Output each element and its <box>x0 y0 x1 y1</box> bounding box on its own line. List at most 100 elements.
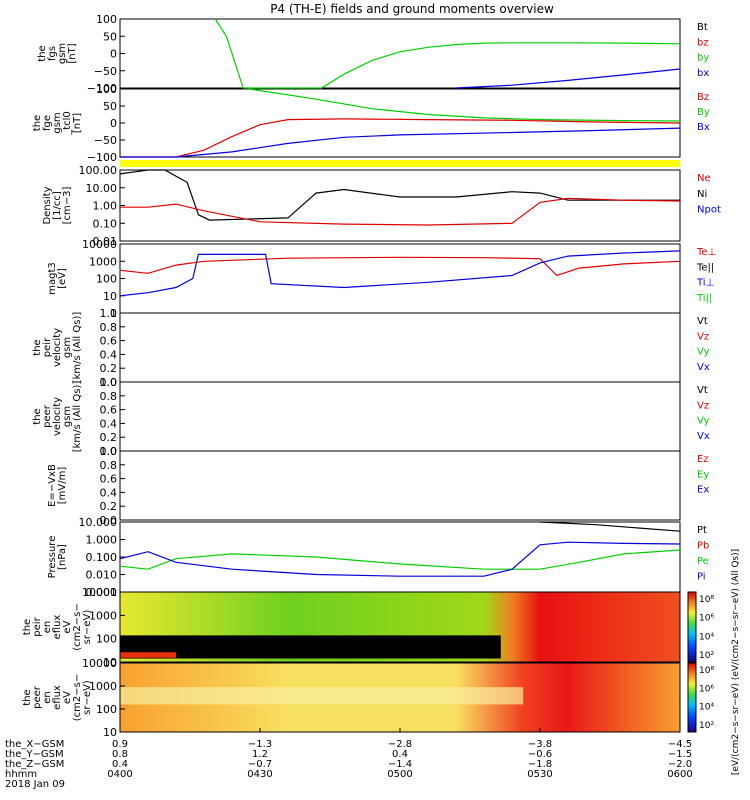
peer_spec-ylabel-line: the <box>22 689 33 705</box>
x-1-value: −1.5 <box>668 749 692 760</box>
temp-ytick-label: 1 <box>110 307 117 320</box>
peir-ytick-label: 0.0 <box>100 376 118 389</box>
quality-flag-bar <box>120 160 680 167</box>
density-ylabel-line: Density <box>42 186 53 224</box>
peer-ylabel-line: [km/s (All Qs)] <box>72 381 83 453</box>
peir_spec-ylabel-line: peir <box>32 616 43 636</box>
peir-ylabel-line: velocity <box>52 328 63 367</box>
peir-ytick-label: 0.2 <box>100 362 118 375</box>
x-1-value: 0.4 <box>392 749 408 760</box>
fgs-ytick-label: −100 <box>87 82 117 95</box>
x-date-label: 2018 Jan 09 <box>5 779 65 790</box>
series-pressure-Pt <box>539 521 681 532</box>
peir-ylabel-line: gsm <box>62 337 73 358</box>
x-0-value: 0.9 <box>112 739 128 750</box>
peir-ytick-label: 0.6 <box>100 335 118 348</box>
peir-ytick-label: 0.4 <box>100 348 118 361</box>
x-3-value: 0530 <box>527 769 552 780</box>
peer-ytick-label: 0.0 <box>100 445 118 458</box>
temp-legend-Ti||: Ti|| <box>696 293 712 304</box>
peer_spec-ylabel-line: en <box>42 691 53 704</box>
density-ytick-label: 100.00 <box>79 164 118 177</box>
efield-panel-frame <box>119 450 681 521</box>
peer-ytick-label: 1.0 <box>100 376 118 389</box>
peer-ylabel-line: velocity <box>52 397 63 436</box>
series-fgs-bx <box>455 68 681 89</box>
peer-legend-Vt: Vt <box>697 385 708 396</box>
peir_spec-ytick-label: 10000 <box>82 586 117 599</box>
peer-ytick-label: 0.4 <box>100 417 118 430</box>
series-pressure-Pe <box>119 549 681 570</box>
fgs-legend-Bt: Bt <box>697 22 708 33</box>
peir-panel-frame <box>119 312 681 383</box>
pressure-legend-Pb: Pb <box>697 541 709 552</box>
x-0-value: −4.5 <box>668 739 692 750</box>
peir_spec-ylabel-line: eV <box>62 620 73 633</box>
peir_spec-ytick-label: 100 <box>96 633 117 646</box>
peir-ytick-label: 0.8 <box>100 321 118 334</box>
efield-legend-Ex: Ex <box>697 485 709 496</box>
peer-ytick-label: 0.6 <box>100 404 118 417</box>
peer-legend-Vz: Vz <box>697 400 709 411</box>
peir-legend-Vx: Vx <box>697 362 710 373</box>
peer-ylabel-line: the <box>32 408 43 424</box>
series-pressure-Pi <box>119 541 681 577</box>
pressure-panel-frame <box>119 521 681 593</box>
pressure-ylabel-line: Pressure <box>47 536 58 579</box>
colorbar-tick: 10⁶ <box>699 684 714 694</box>
fgs-ylabel-line: [nT] <box>67 43 78 63</box>
efield-ylabel-line: [mV/m] <box>57 467 68 505</box>
fgs-ytick-label: 100 <box>96 13 117 26</box>
fgs-ylabel-line: gsm <box>57 43 68 64</box>
fge-ytick-label: −100 <box>87 151 117 164</box>
x-3-value: 0430 <box>247 769 272 780</box>
fgs-ytick-label: 50 <box>103 30 117 43</box>
x-row-label-time: hhmm <box>5 769 37 780</box>
x-axis-labels: the_X−GSM the_Y−GSM the_Z−GSM hhmm 2018 … <box>5 739 65 790</box>
density-ytick-label: 1.00 <box>93 200 118 213</box>
pressure-legend-Pt: Pt <box>697 525 707 536</box>
peir-ylabel-line: peir <box>42 337 53 357</box>
density-ytick-label: 10.00 <box>86 182 118 195</box>
series-fge-Bx <box>120 127 681 158</box>
peer-ytick-label: 0.8 <box>100 390 118 403</box>
peir_spec-ylabel-line: en <box>42 621 53 634</box>
peer-ylabel-line: gsm <box>62 406 73 427</box>
efield-ytick-label: 0.6 <box>100 473 118 486</box>
pressure-ytick-label: 1.000 <box>86 534 118 547</box>
series-fgs-by <box>214 18 681 89</box>
fge-ytick-label: 50 <box>103 100 117 113</box>
peer-ytick-label: 0.2 <box>100 431 118 444</box>
peer_spec-ylabel-line: eflux <box>52 685 63 710</box>
peir_spec-ytick-label: 10 <box>103 656 117 669</box>
peer_spec-ylabel-line: (cm2−s− <box>72 674 83 721</box>
x-2-value: −2.0 <box>668 759 692 770</box>
series-density-Ni <box>119 169 680 221</box>
fgs-legend-bz: bz <box>697 37 709 48</box>
density-ylabel-line: [1/cc] <box>52 191 63 220</box>
density-panel-frame <box>119 169 681 242</box>
peir_spec-ylabel-line: sr−eV) <box>82 610 93 645</box>
efield-legend-Ez: Ez <box>697 454 709 465</box>
x-1-value: 1.2 <box>252 749 268 760</box>
colorbar-tick: 10⁴ <box>699 632 714 642</box>
fgs-legend-by: by <box>697 53 709 64</box>
fge-legend-By: By <box>697 107 710 118</box>
peer_spec-ytick-label: 10000 <box>82 657 117 670</box>
temp-ytick-label: 100 <box>96 273 117 286</box>
series-temp-Te⊥ <box>119 256 681 277</box>
x-row-label-x: the_X−GSM <box>5 739 64 750</box>
x-3-value: 0400 <box>107 769 132 780</box>
x-row-label-z: the_Z−GSM <box>5 759 64 770</box>
pressure-legend-Pe: Pe <box>697 556 709 567</box>
density-legend-Npot: Npot <box>697 205 721 216</box>
efield-ytick-label: 0.0 <box>100 514 118 527</box>
colorbar-tick: 10⁸ <box>699 666 714 676</box>
colorbar-0 <box>687 591 697 663</box>
peir-ylabel-line: the <box>32 339 43 355</box>
x-1-value: 0.8 <box>112 749 128 760</box>
density-ytick-label: 0.01 <box>93 235 118 248</box>
temp-ytick-label: 10000 <box>82 238 117 251</box>
x-0-value: −3.8 <box>528 739 552 750</box>
